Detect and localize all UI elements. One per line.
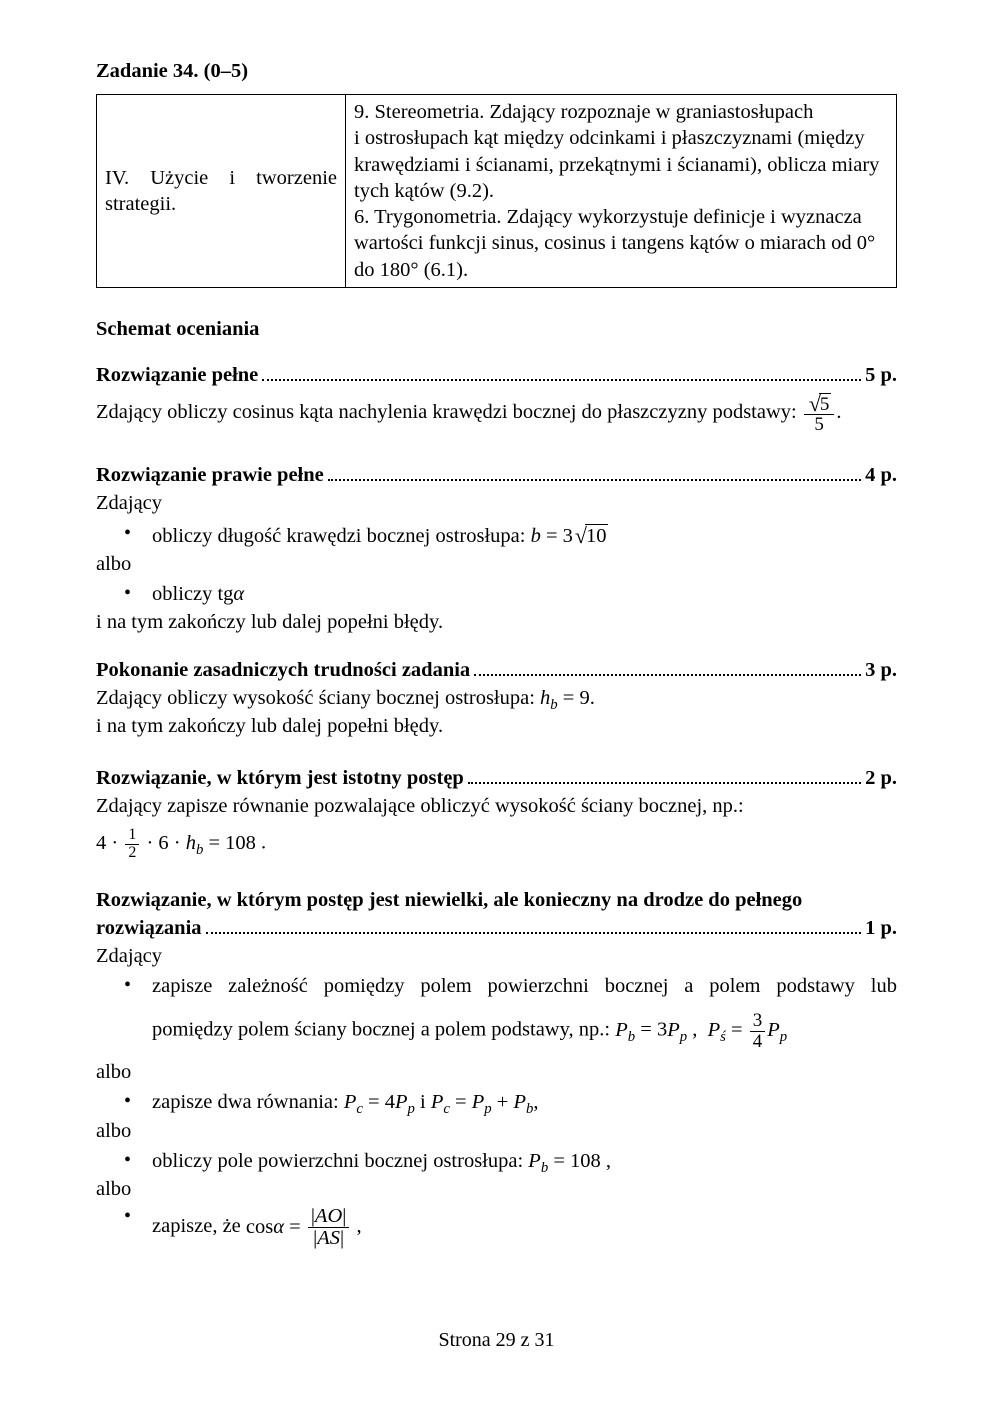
prawie-tail: i na tym zakończy lub dalej popełni błęd… <box>96 609 897 635</box>
table-right-cell: 9. Stereometria. Zdający rozpoznaje w gr… <box>346 95 897 288</box>
step-label-line1: Rozwiązanie, w którym postęp jest niewie… <box>96 887 897 913</box>
req-line: krawędziami i ścianami, przekątnymi i śc… <box>354 154 879 176</box>
istotny-line1: Zdający zapisze równanie pozwalające obl… <box>96 793 897 819</box>
page-footer: Strona 29 z 31 <box>0 1328 993 1354</box>
step-pokonanie-heading: Pokonanie zasadniczych trudności zadania… <box>96 655 897 683</box>
after: . <box>590 687 595 709</box>
table-left-cell: IV. Użycie i tworzenie strategii. <box>97 95 346 288</box>
req-line: 6. Trygonometria. Zdający wykorzystuje d… <box>354 206 862 228</box>
albo-label: albo <box>96 551 897 577</box>
step-label-line2: rozwiązania <box>96 915 202 941</box>
equation: Pb = 3Pp <box>615 1019 687 1041</box>
list-item: zapisze dwa równania: Pc = 4Pp i Pc = Pp… <box>152 1089 897 1115</box>
niewielki-list-4: zapisze, że cosα = |AO| |AS| , <box>96 1206 897 1249</box>
prawie-zdajacy: Zdający <box>96 490 897 516</box>
frac-den: 4 <box>750 1031 766 1051</box>
text: obliczy pole powierzchni bocznej ostrosł… <box>152 1150 528 1172</box>
requirements-table: IV. Użycie i tworzenie strategii. 9. Ste… <box>96 94 897 288</box>
bullet-text: obliczy długość krawędzi bocznej ostrosł… <box>152 525 531 547</box>
list-item: obliczy tgα <box>152 581 897 607</box>
table-left-line1: IV. Użycie i tworzenie <box>105 165 337 191</box>
after: . <box>261 832 266 854</box>
equation: Pś = 3 4 Pp <box>708 1019 788 1041</box>
req-line: do 180° (6.1). <box>354 259 468 281</box>
req-line: 9. Stereometria. Zdający rozpoznaje w gr… <box>354 101 813 123</box>
istotny-eq: 4 · 12 · 6 · hb = 108 . <box>96 827 897 861</box>
step-label: Rozwiązanie, w którym jest istotny postę… <box>96 765 464 791</box>
step-pelne-heading: Rozwiązanie pełne 5 p. <box>96 360 897 388</box>
step-points: 1 p. <box>865 915 897 941</box>
text: Zdający obliczy wysokość ściany bocznej … <box>96 687 540 709</box>
list-item: zapisze, że cosα = |AO| |AS| , <box>152 1206 897 1249</box>
step-niewielki-heading: Rozwiązanie, w którym postęp jest niewie… <box>96 887 897 941</box>
albo-label: albo <box>96 1059 897 1085</box>
equation: b = 3√10 <box>531 525 609 547</box>
after: , <box>533 1091 538 1113</box>
text: zapisze dwa równania: <box>152 1091 344 1113</box>
text: zapisze, że <box>152 1216 246 1238</box>
albo-label: albo <box>96 1118 897 1144</box>
equation: hb = 9 <box>540 687 590 709</box>
dots-icon <box>468 764 861 784</box>
bullet1-line2: pomiędzy polem ściany bocznej a polem po… <box>152 1011 897 1051</box>
step-points: 2 p. <box>865 765 897 791</box>
task-title: Zadanie 34. (0–5) <box>96 58 897 84</box>
sqrt-icon: √10 <box>573 521 609 549</box>
dots-icon <box>328 461 861 481</box>
list-item: obliczy długość krawędzi bocznej ostrosł… <box>152 521 897 549</box>
text: pomiędzy polem ściany bocznej a polem po… <box>152 1019 615 1041</box>
equation: Pc = Pp + Pb <box>431 1091 534 1113</box>
step-points: 5 p. <box>865 362 897 388</box>
pelne-text: Zdający obliczy cosinus kąta nachylenia … <box>96 392 897 435</box>
step-points: 3 p. <box>865 657 897 683</box>
pokonanie-line1: Zdający obliczy wysokość ściany bocznej … <box>96 685 897 711</box>
equation: Pc = 4Pp <box>344 1091 415 1113</box>
step-points: 4 p. <box>865 462 897 488</box>
albo-label: albo <box>96 1176 897 1202</box>
niewielki-list-2: zapisze dwa równania: Pc = 4Pp i Pc = Pp… <box>96 1089 897 1115</box>
req-line: tych kątów (9.2). <box>354 180 494 202</box>
niewielki-list-3: obliczy pole powierzchni bocznej ostrosł… <box>96 1148 897 1174</box>
dots-icon <box>206 913 862 933</box>
sqrt-icon: √5 <box>807 392 832 414</box>
table-left-line2: strategii. <box>105 191 337 217</box>
list-item: obliczy pole powierzchni bocznej ostrosł… <box>152 1148 897 1174</box>
list-item: zapisze zależność pomiędzy polem powierz… <box>152 973 897 1051</box>
after: , <box>356 1216 361 1238</box>
alpha-symbol: α <box>233 583 244 605</box>
frac-num: 3 <box>750 1011 766 1030</box>
req-line: i ostrosłupach kąt między odcinkami i pł… <box>354 127 865 149</box>
prawie-list-2: obliczy tgα <box>96 581 897 607</box>
step-prawie-heading: Rozwiązanie prawie pełne 4 p. <box>96 461 897 489</box>
equation: cosα = |AO| |AS| <box>246 1216 357 1238</box>
dots-icon <box>474 655 861 675</box>
and: i <box>420 1091 431 1113</box>
equation: 4 · 12 · 6 · hb = 108 <box>96 832 261 854</box>
equation: Pb = 108 <box>528 1150 600 1172</box>
niewielki-zdajacy: Zdający <box>96 943 897 969</box>
pelne-fraction: √5 5 <box>804 392 835 435</box>
step-istotny-heading: Rozwiązanie, w którym jest istotny postę… <box>96 764 897 792</box>
step-label: Pokonanie zasadniczych trudności zadania <box>96 657 470 683</box>
page: Zadanie 34. (0–5) IV. Użycie i tworzenie… <box>0 0 993 1404</box>
pokonanie-tail: i na tym zakończy lub dalej popełni błęd… <box>96 713 897 739</box>
pelne-before: Zdający obliczy cosinus kąta nachylenia … <box>96 401 802 423</box>
frac-den: 5 <box>804 414 835 434</box>
step-label: Rozwiązanie prawie pełne <box>96 462 324 488</box>
schemat-heading: Schemat oceniania <box>96 316 897 342</box>
bullet1-line1: zapisze zależność pomiędzy polem powierz… <box>152 973 897 999</box>
pelne-after: . <box>836 401 841 423</box>
dots-icon <box>262 360 861 380</box>
after: , <box>601 1150 611 1172</box>
niewielki-list: zapisze zależność pomiędzy polem powierz… <box>96 973 897 1051</box>
step-label: Rozwiązanie pełne <box>96 362 258 388</box>
prawie-list: obliczy długość krawędzi bocznej ostrosł… <box>96 521 897 549</box>
req-line: wartości funkcji sinus, cosinus i tangen… <box>354 232 875 254</box>
bullet-text: obliczy tg <box>152 583 233 605</box>
